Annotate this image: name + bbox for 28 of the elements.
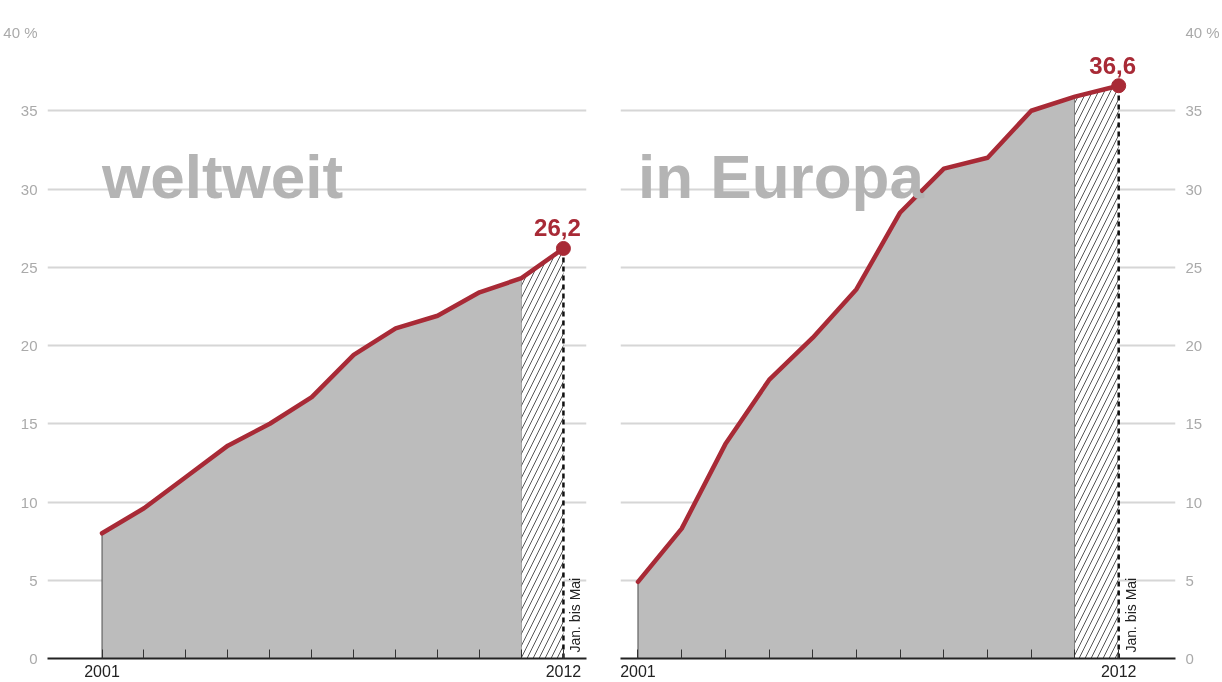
y-tick-label: 0 xyxy=(1185,650,1194,667)
text: weltweit xyxy=(101,141,344,211)
y-tick-label: 5 xyxy=(1185,571,1194,589)
ref-line-label: Jan. bis Mai xyxy=(567,577,584,653)
y-tick-label: 35 xyxy=(20,102,38,120)
y-tick-label: 25 xyxy=(1185,258,1203,276)
y-tick-label: 25 xyxy=(20,258,38,276)
data-label: 26,2 xyxy=(534,214,581,242)
y-tick-label: 0 xyxy=(29,650,38,667)
y-tick-label: 20 xyxy=(20,337,38,354)
x-tick-label: 2012 xyxy=(1100,662,1137,680)
y-tick-label: 15 xyxy=(1185,415,1203,433)
x-tick-label: 2001 xyxy=(84,662,120,680)
y-tick-label: 15 xyxy=(20,415,38,433)
text: in Europa xyxy=(637,141,925,211)
y-tick-label: 35 xyxy=(1185,102,1203,120)
y-tick-label: 5 xyxy=(29,571,38,589)
y-tick-label: 30 xyxy=(1185,180,1203,198)
ref-line-label: Jan. bis Mai xyxy=(1122,577,1139,653)
y-tick-label: 30 xyxy=(20,180,38,198)
y-tick-label: 10 xyxy=(1185,493,1203,511)
x-tick-label: 2012 xyxy=(545,662,582,680)
y-tick-label: 40 % xyxy=(3,24,38,41)
y-tick-label: 20 xyxy=(1185,337,1203,354)
x-tick-label: 2001 xyxy=(620,662,656,680)
y-tick-label: 10 xyxy=(20,493,38,511)
data-label: 36,6 xyxy=(1089,51,1137,79)
y-tick-label: 40 % xyxy=(1185,24,1220,41)
